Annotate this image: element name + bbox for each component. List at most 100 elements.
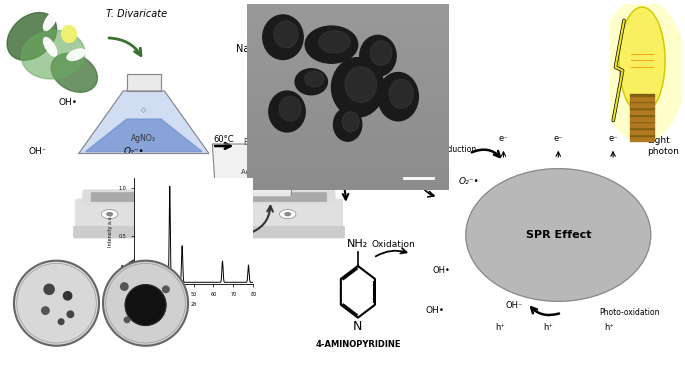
Text: Ag NPs: Ag NPs	[241, 169, 266, 175]
FancyBboxPatch shape	[75, 199, 212, 229]
Bar	[630, 136, 654, 141]
Bar	[247, 115, 449, 125]
Bar	[630, 116, 654, 121]
Ellipse shape	[279, 97, 301, 121]
Text: 4-AMINOPYRIDINE: 4-AMINOPYRIDINE	[315, 340, 401, 349]
Text: Photo-oxidation: Photo-oxidation	[599, 308, 660, 317]
Text: 60°C: 60°C	[214, 135, 234, 144]
Ellipse shape	[345, 67, 377, 102]
Ellipse shape	[334, 108, 362, 141]
Ellipse shape	[466, 169, 651, 301]
Ellipse shape	[342, 112, 359, 132]
Bar	[247, 50, 449, 60]
Text: T. Divaricate: T. Divaricate	[106, 9, 167, 19]
Text: O₂: O₂	[424, 183, 435, 192]
Bar	[247, 69, 449, 78]
Circle shape	[149, 210, 166, 219]
Text: h⁺: h⁺	[543, 323, 553, 332]
Text: OH•: OH•	[433, 266, 451, 276]
Text: e⁻: e⁻	[499, 134, 508, 143]
Circle shape	[103, 261, 188, 346]
Bar	[247, 13, 449, 22]
Ellipse shape	[269, 91, 306, 132]
Text: Adsorption: Adsorption	[294, 130, 343, 139]
Ellipse shape	[378, 72, 419, 121]
Circle shape	[124, 317, 130, 323]
Ellipse shape	[67, 49, 86, 60]
Bar	[630, 96, 654, 100]
X-axis label: 2θ: 2θ	[190, 302, 197, 307]
Ellipse shape	[7, 13, 57, 60]
FancyBboxPatch shape	[91, 193, 197, 202]
Text: Photo-reduction: Photo-reduction	[415, 145, 476, 154]
Text: O₂⁻•: O₂⁻•	[459, 177, 480, 186]
Ellipse shape	[370, 41, 392, 65]
Bar	[247, 180, 449, 190]
Text: NH₂: NH₂	[347, 239, 369, 249]
Bar	[247, 171, 449, 180]
Circle shape	[62, 25, 77, 42]
Ellipse shape	[360, 35, 396, 76]
Ellipse shape	[305, 71, 324, 87]
Bar	[247, 87, 449, 97]
Circle shape	[14, 261, 99, 346]
FancyBboxPatch shape	[213, 190, 335, 204]
Ellipse shape	[67, 8, 86, 19]
Circle shape	[232, 210, 248, 219]
Bar	[247, 143, 449, 152]
Bar	[247, 22, 449, 32]
Circle shape	[155, 213, 160, 216]
Bar	[247, 41, 449, 50]
Text: ◇: ◇	[141, 107, 147, 113]
Text: h⁺: h⁺	[605, 323, 614, 332]
Ellipse shape	[88, 23, 97, 45]
Bar	[630, 102, 654, 107]
Bar	[630, 94, 654, 96]
Text: SPR Effect: SPR Effect	[525, 230, 591, 240]
Circle shape	[279, 210, 296, 219]
Text: OH⁻: OH⁻	[505, 301, 523, 310]
Bar	[630, 107, 654, 109]
Ellipse shape	[295, 69, 327, 95]
Circle shape	[162, 286, 169, 293]
Text: e⁻: e⁻	[608, 134, 618, 143]
Circle shape	[125, 285, 166, 326]
Circle shape	[42, 307, 49, 314]
Ellipse shape	[51, 53, 97, 92]
Circle shape	[58, 319, 64, 324]
Polygon shape	[86, 119, 202, 152]
Text: Oxidation: Oxidation	[372, 240, 416, 249]
Ellipse shape	[389, 79, 413, 108]
Bar	[630, 114, 654, 116]
Ellipse shape	[44, 12, 57, 30]
Text: OH•: OH•	[327, 174, 345, 183]
Circle shape	[67, 311, 73, 318]
FancyBboxPatch shape	[73, 226, 214, 238]
Bar	[247, 97, 449, 106]
Bar	[247, 125, 449, 134]
Bar	[247, 78, 449, 88]
Bar	[247, 32, 449, 41]
FancyBboxPatch shape	[221, 193, 327, 202]
Bar	[247, 60, 449, 69]
Bar	[630, 122, 654, 127]
Bar	[247, 152, 449, 162]
Text: h⁺: h⁺	[495, 323, 505, 332]
Circle shape	[285, 213, 290, 216]
Ellipse shape	[319, 31, 350, 53]
Circle shape	[44, 284, 54, 294]
FancyBboxPatch shape	[203, 226, 345, 238]
Circle shape	[107, 213, 112, 216]
Bar	[247, 134, 449, 143]
Bar	[247, 106, 449, 115]
Text: NaOH: NaOH	[236, 44, 264, 54]
Ellipse shape	[274, 21, 298, 48]
Ellipse shape	[263, 15, 303, 60]
Text: N: N	[353, 320, 362, 333]
Bar	[247, 4, 449, 13]
Bar	[630, 100, 654, 102]
Text: OH•: OH•	[425, 306, 445, 315]
Circle shape	[101, 210, 118, 219]
Circle shape	[121, 283, 128, 290]
Bar	[630, 127, 654, 129]
